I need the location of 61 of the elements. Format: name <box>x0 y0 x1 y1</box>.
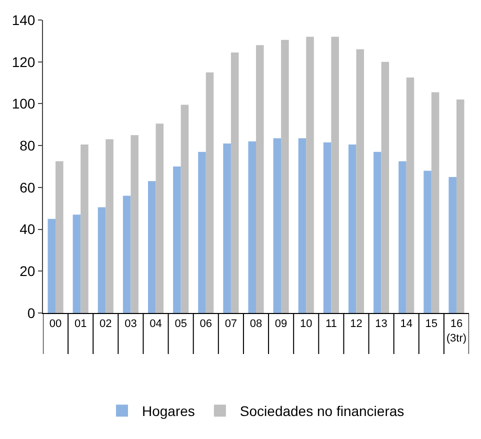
bar <box>356 49 364 313</box>
x-tick-label: 06 <box>200 318 212 330</box>
bar <box>180 104 189 313</box>
bar <box>398 161 406 313</box>
bar <box>80 144 88 313</box>
bar <box>206 72 214 313</box>
bar <box>424 170 432 313</box>
x-tick-label: 03 <box>124 318 137 330</box>
x-tick-label: 13 <box>375 318 388 330</box>
x-tick-label: 12 <box>350 318 362 330</box>
bar <box>122 196 131 313</box>
x-tick-label: 04 <box>150 318 162 330</box>
bar <box>148 181 156 313</box>
bar <box>431 92 440 313</box>
x-tick-label: 14 <box>400 318 412 330</box>
bar <box>331 36 339 313</box>
x-tick-label: 07 <box>224 318 238 330</box>
bar <box>348 144 356 313</box>
bar <box>448 176 456 313</box>
x-tick-label: 01 <box>74 318 87 330</box>
x-tick-label: 10 <box>300 318 312 330</box>
y-tick-label: 60 <box>20 179 36 196</box>
bar <box>230 52 239 313</box>
bar <box>281 40 289 313</box>
x-tick-label: 00 <box>49 318 62 330</box>
legend-label: Hogares <box>142 403 195 420</box>
bar <box>456 100 464 313</box>
bar <box>406 78 414 313</box>
y-tick-label: 80 <box>20 137 36 154</box>
x-tick-label: 11 <box>325 318 337 330</box>
x-tick-label: 02 <box>100 318 112 330</box>
bar <box>72 214 81 313</box>
y-tick-label: 100 <box>12 96 36 112</box>
bar <box>298 138 306 313</box>
y-tick-label: 120 <box>12 54 36 70</box>
bar <box>156 124 164 313</box>
y-tick-label: 140 <box>12 12 36 28</box>
bar <box>381 62 390 313</box>
bar <box>106 139 114 313</box>
bar <box>223 143 231 313</box>
y-tick-label: 0 <box>27 304 36 321</box>
bar <box>374 152 382 313</box>
bar <box>130 135 138 313</box>
bar <box>98 207 106 313</box>
bar <box>248 141 256 313</box>
bar <box>323 142 332 313</box>
bar <box>256 45 264 313</box>
x-tick-label: 16 (3tr) <box>446 318 467 344</box>
y-tick-label: 40 <box>20 221 36 238</box>
y-tick-label: 20 <box>20 263 36 280</box>
x-tick-label: 09 <box>274 318 288 330</box>
legend-label: Sociedades no financieras <box>240 403 404 420</box>
x-tick-label: 15 <box>425 318 438 330</box>
x-tick-label: 05 <box>174 318 187 330</box>
bar <box>306 36 314 313</box>
x-tick-label: 08 <box>250 318 262 330</box>
bar <box>198 152 206 313</box>
bar <box>56 161 64 313</box>
bar <box>48 218 56 313</box>
bar <box>173 166 181 313</box>
bar <box>273 138 282 313</box>
